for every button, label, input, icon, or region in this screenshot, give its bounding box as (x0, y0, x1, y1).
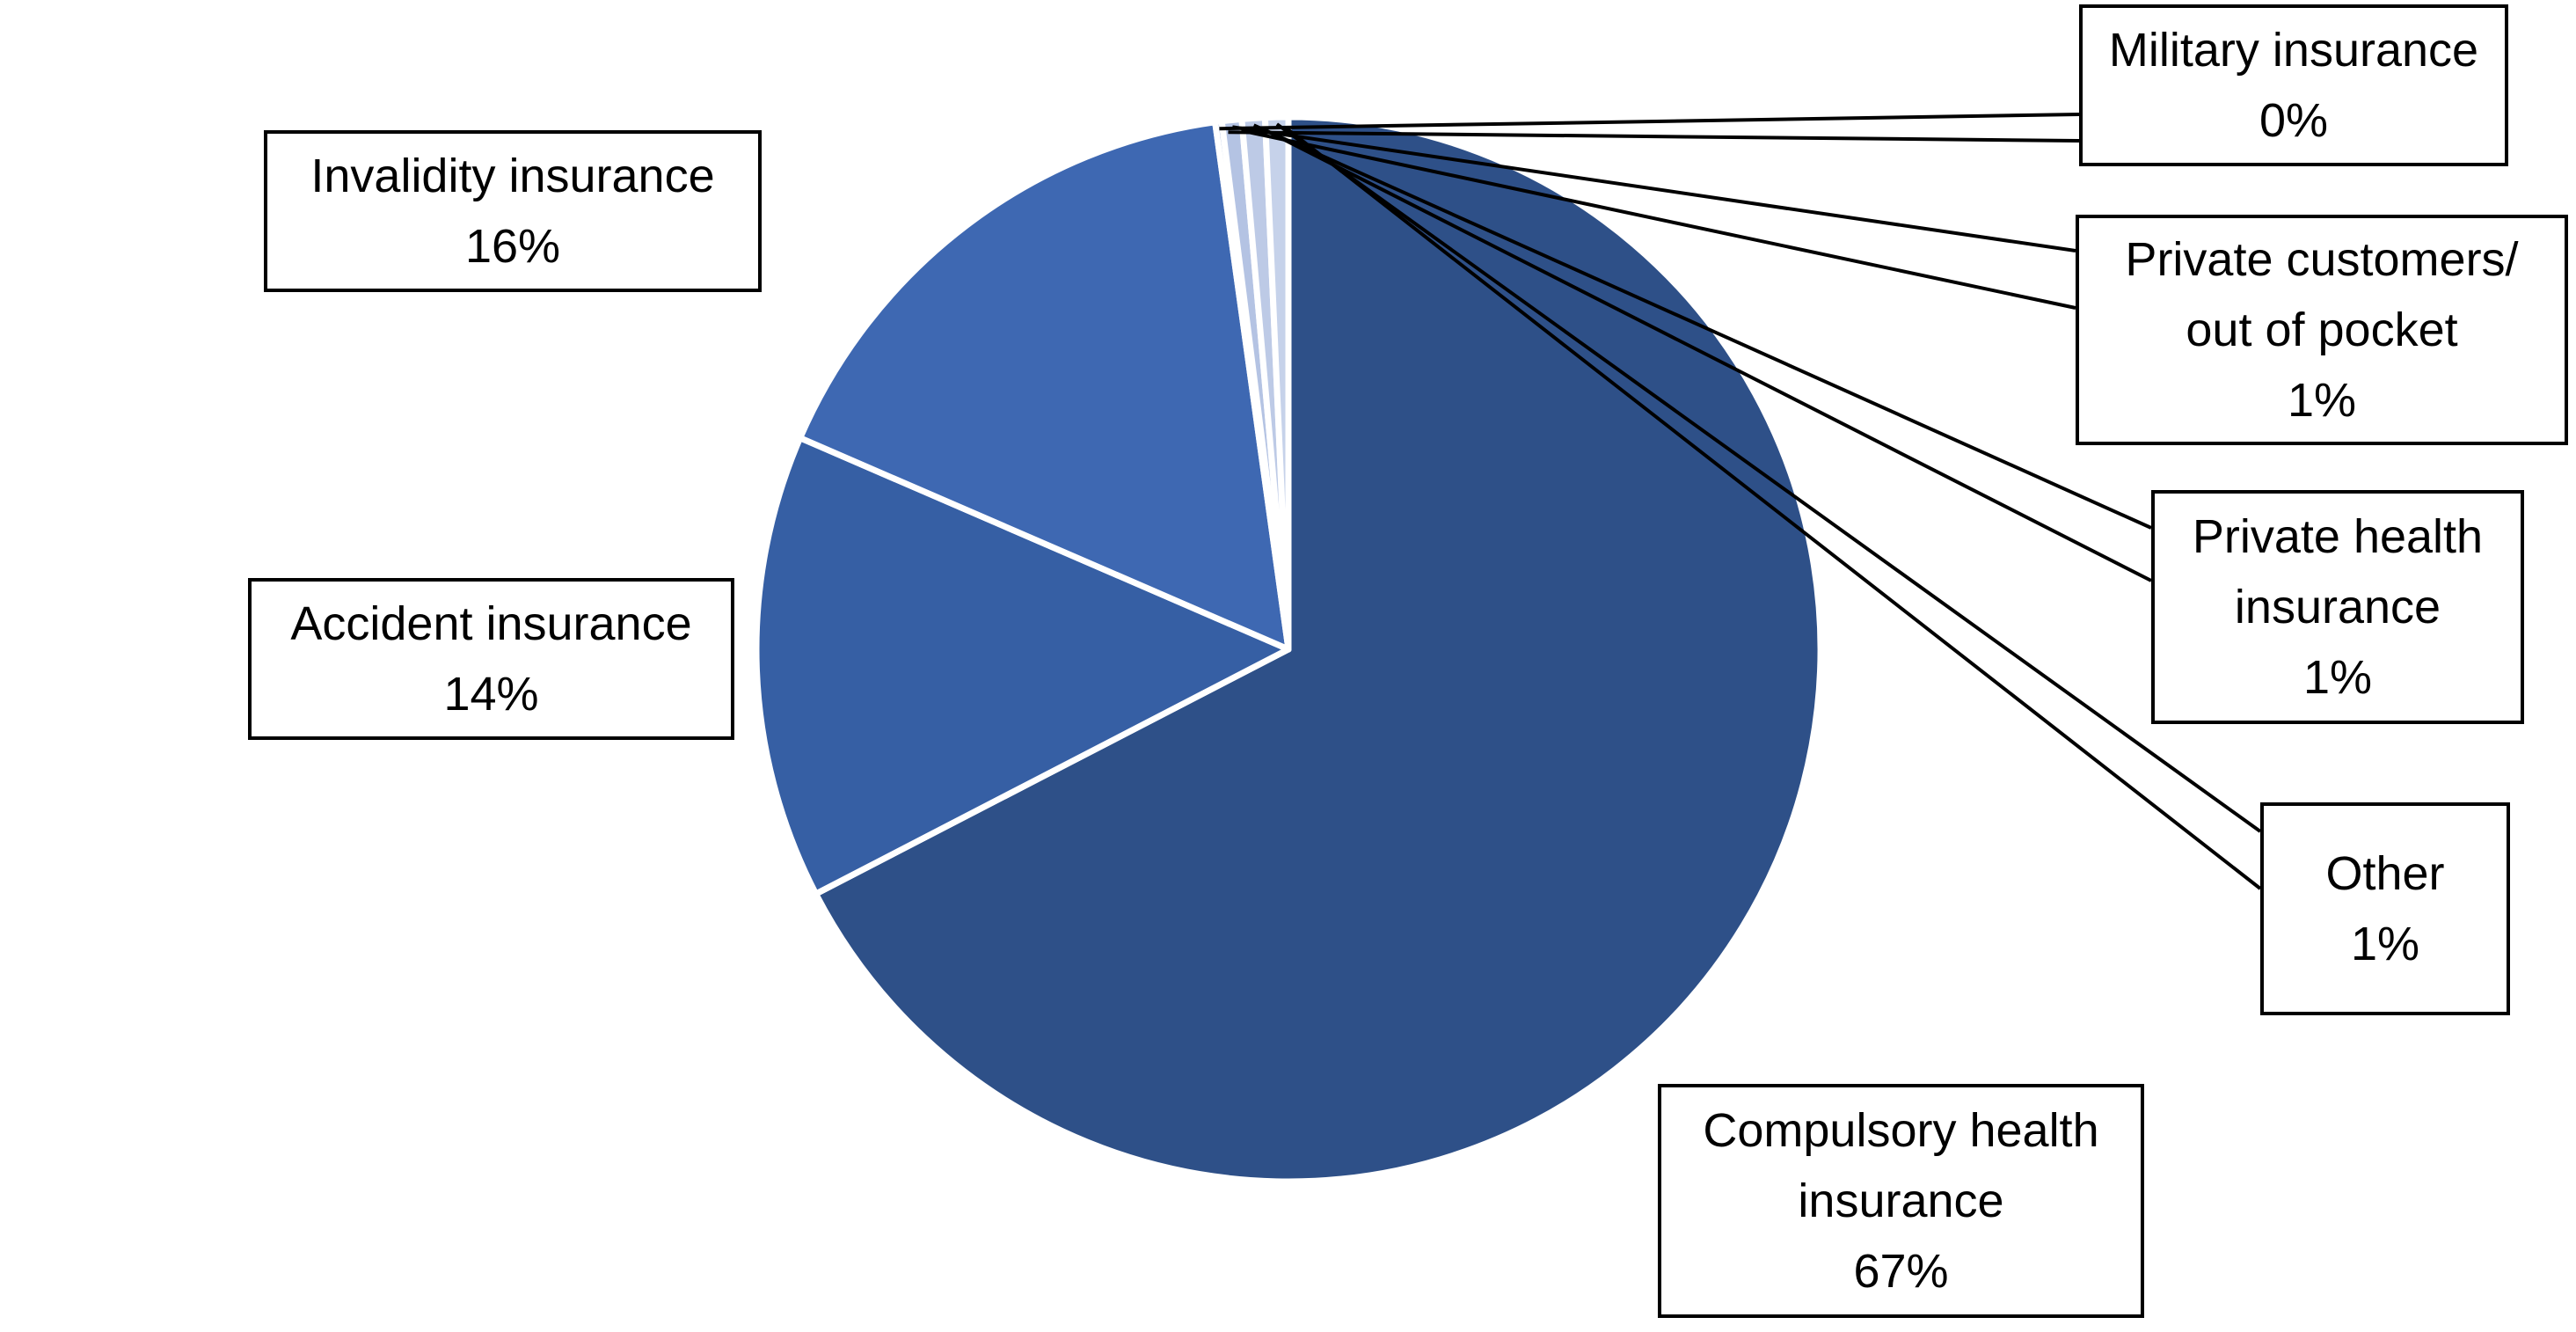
slice-percent-label: 1% (2287, 374, 2357, 427)
slice-label-text: insurance (1798, 1175, 2004, 1227)
slice-label-text: Invalidity insurance (310, 150, 715, 202)
slice-label-private-health-insurance: Private health insurance 1% (2151, 490, 2524, 724)
leader-line-private-health-insurance (1261, 127, 2152, 582)
slice-label-compulsory-health-insurance: Compulsory health insurance 67% (1658, 1084, 2144, 1318)
slice-percent-label: 67% (1853, 1245, 1949, 1298)
slice-label-text: Compulsory health (1703, 1104, 2099, 1157)
slice-label-text: Accident insurance (290, 597, 692, 650)
slice-label-accident-insurance: Accident insurance 14% (248, 578, 734, 740)
slice-label-invalidity-insurance: Invalidity insurance 16% (264, 130, 762, 292)
slice-percent-label: 0% (2259, 94, 2329, 147)
slice-label-text: Other (2325, 847, 2445, 900)
pie-slice-accident-insurance (753, 435, 1292, 897)
slice-percent-label: 16% (464, 220, 561, 273)
slice-label-private-customers-out-of-pocket: Private customers/out of pocket 1% (2076, 215, 2568, 445)
pie-slices (753, 113, 1824, 1185)
slice-label-military-insurance: Military insurance 0% (2079, 4, 2508, 166)
slice-label-text: out of pocket (2186, 304, 2458, 356)
leader-line-military-insurance (1219, 113, 2080, 131)
slice-label-text: insurance (2234, 581, 2441, 633)
pie-slice-invalidity-insurance (797, 119, 1292, 653)
slice-label-other: Other 1% (2260, 802, 2510, 1015)
leader-line-private-customers-out-of-pocket (1232, 125, 2076, 252)
pie-slice-other (1261, 113, 1292, 653)
slice-percent-label: 14% (443, 668, 539, 721)
leader-line-other (1284, 126, 2262, 890)
leader-lines (1219, 113, 2262, 890)
slice-label-text: Military insurance (2108, 24, 2479, 77)
leader-line-other (1275, 122, 2262, 833)
slice-percent-label: 1% (2350, 918, 2420, 970)
slice-label-text: Private health (2192, 510, 2484, 563)
slice-percent-label: 1% (2302, 651, 2373, 704)
leader-line-private-customers-out-of-pocket (1240, 128, 2076, 310)
slice-label-text: Private customers/ (2125, 233, 2519, 286)
leader-line-private-health-insurance (1252, 123, 2152, 530)
leader-line-military-insurance (1228, 130, 2080, 143)
pie-slice-compulsory-health-insurance (813, 113, 1824, 1185)
